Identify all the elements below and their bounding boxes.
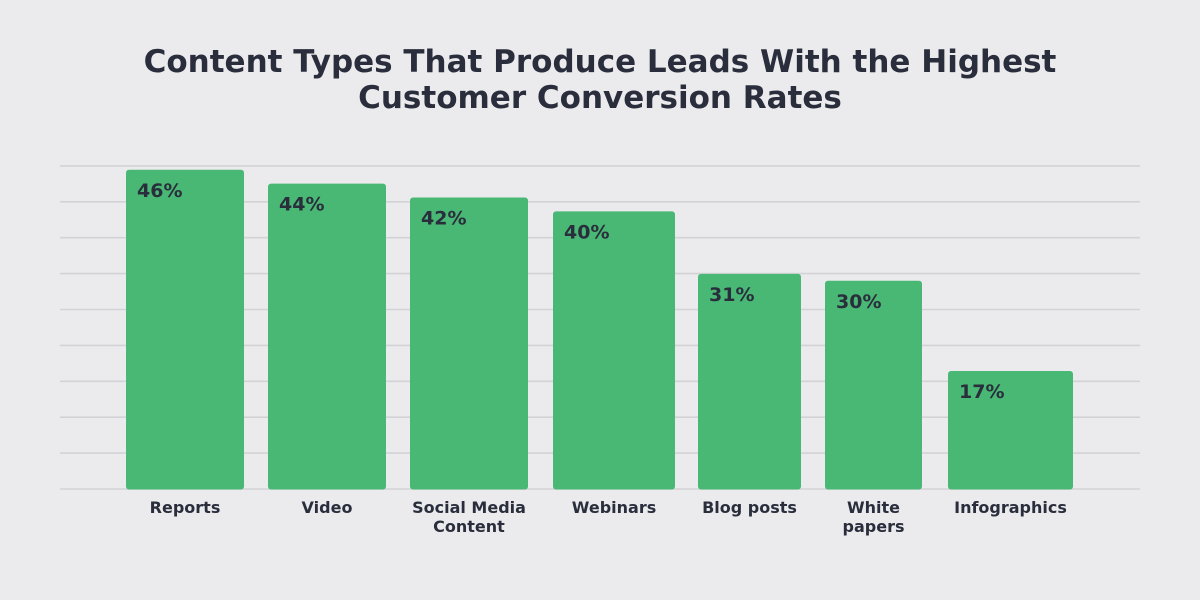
category-label: Reports	[150, 498, 221, 517]
category-labels: Reports Video Social Media Content Webinars B…	[150, 498, 1067, 536]
chart-title: Content Types That Produce Leads With th…	[0, 44, 1200, 116]
chart-title-line-1: Content Types That Produce Leads With th…	[143, 44, 1057, 80]
category-label: Social Media Content	[412, 498, 526, 536]
value-label: 30%	[836, 291, 881, 313]
value-label: 42%	[421, 208, 466, 230]
bar-blog-posts	[698, 273, 801, 490]
value-label: 17%	[959, 381, 1004, 403]
bar-reports	[126, 169, 244, 490]
category-label: Infographics	[954, 498, 1067, 517]
bar-webinars	[553, 211, 675, 490]
value-label: 31%	[709, 284, 754, 306]
bars	[126, 169, 1073, 490]
value-label: 46%	[137, 180, 182, 202]
value-labels: 46% 44% 42% 40% 31% 30% 17%	[137, 180, 1004, 403]
category-label: Video	[302, 498, 353, 517]
category-label: White papers	[843, 498, 905, 536]
value-label: 40%	[564, 221, 609, 243]
category-label: Webinars	[572, 498, 656, 517]
category-label: Blog posts	[702, 498, 797, 517]
bar-white-papers	[825, 280, 922, 490]
bar-infographics	[948, 371, 1073, 490]
chart-title-line-2: Customer Conversion Rates	[358, 80, 842, 116]
value-label: 44%	[279, 194, 324, 216]
bar-social-media-content	[410, 197, 528, 490]
bar-video	[268, 183, 386, 490]
